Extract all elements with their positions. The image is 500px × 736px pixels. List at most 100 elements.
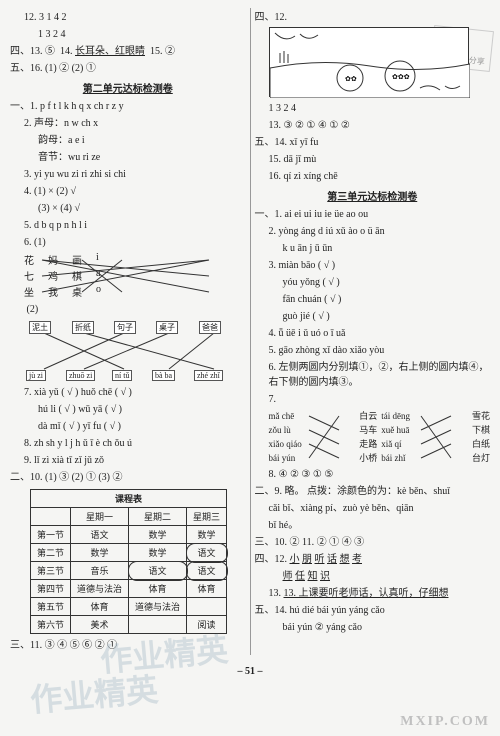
- u2-9: 6. (1): [10, 235, 246, 250]
- th: 星期三: [187, 508, 227, 526]
- u2-tag-label: (2): [10, 302, 246, 317]
- td: 第五节: [31, 598, 71, 616]
- schedule-table: 课程表 星期一星期二星期三 第一节语文数学数学 第二节数学数学语文 第三节音乐语…: [30, 489, 227, 634]
- u3-7: guò jié ( √ ): [255, 309, 491, 324]
- tag: bà ba: [152, 370, 175, 381]
- td: 体育: [187, 580, 227, 598]
- u3-6: fān chuán ( √ ): [255, 292, 491, 307]
- u3-10: 6. 左侧两圆内分别填①，②，右上侧的圆内填④，右下侧的圆内填③。: [255, 360, 491, 390]
- cw: 下棋: [472, 423, 490, 437]
- r-4: 15. dā jī mù: [255, 152, 491, 167]
- unit3-title: 第三单元达标检测卷: [255, 188, 491, 203]
- u3-1: 一、1. ai ei ui iu ie üe ao ou: [255, 207, 491, 222]
- u3-12: 二、9. 略。 点拨：涂颜色的为：kè běn、shuǐ: [255, 484, 491, 499]
- tag: ní tǔ: [112, 370, 132, 381]
- td: 道德与法治: [71, 580, 129, 598]
- u3-4: 3. miàn bāo ( √ ): [255, 258, 491, 273]
- td: 第三节: [31, 562, 71, 580]
- tag-diagram: 泥土 折纸 句子 桌子 爸爸 jù zi zhuō zi ní tǔ bà ba…: [24, 321, 234, 381]
- pond-illustration: ✿✿✿✿✿: [269, 27, 469, 97]
- u2-15: 二、10. (1) ③ (2) ① (3) ②: [10, 470, 246, 485]
- tbl-title: 课程表: [31, 490, 227, 508]
- th: 星期二: [129, 508, 187, 526]
- u3-16: 四、12. 小 朋 听 话 想 考: [255, 552, 491, 567]
- u3-3: k u ān j ū ūn: [255, 241, 491, 256]
- uline-1: 长耳朵、红眼睛: [75, 46, 145, 57]
- td: 第六节: [31, 616, 71, 634]
- td-circ: 语文: [187, 562, 227, 580]
- td: 数学: [129, 544, 187, 562]
- tag: jù zi: [26, 370, 46, 381]
- td: 数学: [129, 526, 187, 544]
- u3-17: 师 任 知 识: [255, 569, 491, 584]
- u2-11: hú li ( √ ) wū yā ( √ ): [10, 402, 246, 417]
- svg-text:✿✿: ✿✿: [345, 75, 357, 83]
- left-column: 12. 3 1 4 2 1 3 2 4 四、13. ⑤ 14. 长耳朵、红眼睛 …: [6, 8, 251, 655]
- svg-text:✿✿✿: ✿✿✿: [392, 73, 410, 81]
- cw: zǒu lù: [269, 425, 291, 435]
- u2-13: 8. zh sh y l j h ǔ ī è ch ǒu ú: [10, 436, 246, 451]
- u3-11: 8. ④ ② ③ ① ⑤: [255, 467, 491, 482]
- l-top-3: 四、13. ⑤ 14. 长耳朵、红眼睛 15. ②: [10, 44, 246, 59]
- u3-20: bái yún ② yáng cǎo: [255, 620, 491, 635]
- u3-9: 5. gāo zhòng xǐ dào xiǎo yòu: [255, 343, 491, 358]
- tag: zhé zhǐ: [194, 370, 223, 381]
- u2-7: (3) × (4) √: [10, 201, 246, 216]
- td: 语文: [71, 526, 129, 544]
- unit2-title: 第二单元达标检测卷: [10, 80, 246, 95]
- cross-7: mǎ chē zǒu lù xiǎo qiáo bái yún 白云 马车 走路…: [269, 409, 491, 465]
- r-5: 16. qí zì xíng chē: [255, 169, 491, 184]
- td: 音乐: [71, 562, 129, 580]
- cw: tái dēng: [381, 409, 410, 423]
- td: 美术: [71, 616, 129, 634]
- td: 第一节: [31, 526, 71, 544]
- cw: 雪花: [472, 409, 490, 423]
- cw: xiǎo qiáo: [269, 439, 302, 449]
- u2-5: 3. yi yu wu zi ri zhi si chi: [10, 167, 246, 182]
- td: 第四节: [31, 580, 71, 598]
- u3-15: 三、10. ② 11. ② ① ④ ③: [255, 535, 491, 550]
- td-circ: 语文: [187, 544, 227, 562]
- r-illus-nums: 1 3 2 4: [255, 101, 491, 116]
- tag: 句子: [114, 321, 136, 334]
- ul18: 13. 上课要听老师话，认真听，仔细想: [284, 588, 449, 599]
- cw: xuě huā: [381, 423, 410, 437]
- cw: 小桥: [359, 451, 377, 465]
- u3-8: 4. ǖ üē i ǔ uó o ī uǎ: [255, 326, 491, 341]
- td: 道德与法治: [129, 598, 187, 616]
- u3-5: yóu yǒng ( √ ): [255, 275, 491, 290]
- td: 数学: [71, 544, 129, 562]
- tag: 桌子: [156, 321, 178, 334]
- td-circ: 语文: [129, 562, 187, 580]
- cw: mǎ chē: [269, 411, 295, 421]
- td: 体育: [129, 580, 187, 598]
- r-2: 13. ③ ② ① ④ ① ②: [255, 118, 491, 133]
- u2-3: 韵母：a e i: [10, 133, 246, 148]
- char-cross: 花妈画i 七鸡棋a 坐我桌o: [24, 252, 246, 300]
- th: [31, 508, 71, 526]
- cw: bái zhǐ: [381, 451, 410, 465]
- brand-mark: MXIP.COM: [400, 714, 490, 730]
- cw: 走路: [359, 437, 377, 451]
- tag: 折纸: [72, 321, 94, 334]
- cw: 白纸: [472, 437, 490, 451]
- u2-2: 2. 声母：n w ch x: [10, 116, 246, 131]
- td: 数学: [187, 526, 227, 544]
- u2-8: 5. d b q p n h l i: [10, 218, 246, 233]
- td: 第二节: [31, 544, 71, 562]
- td: 体育: [71, 598, 129, 616]
- r-1: 四、12.: [255, 10, 491, 25]
- u3-7lbl: 7.: [255, 392, 491, 407]
- u3-18: 13. 13. 上课要听老师话，认真听，仔细想: [255, 586, 491, 601]
- td: [187, 598, 227, 616]
- tag: zhuō zi: [66, 370, 95, 381]
- u3-13: cǎi bǐ、xiàng pí、zuò yè běn、qiān: [255, 501, 491, 516]
- u3-19: 五、14. hú dié bái yún yáng cǎo: [255, 603, 491, 618]
- th: 星期一: [71, 508, 129, 526]
- r-3: 五、14. xǐ yī fu: [255, 135, 491, 150]
- tag: 爸爸: [199, 321, 221, 334]
- watermark-2: 作业精英: [28, 665, 160, 722]
- l-top-4: 五、16. (1) ② (2) ①: [10, 61, 246, 76]
- cw: 马车: [359, 423, 377, 437]
- cw: 白云: [359, 409, 377, 423]
